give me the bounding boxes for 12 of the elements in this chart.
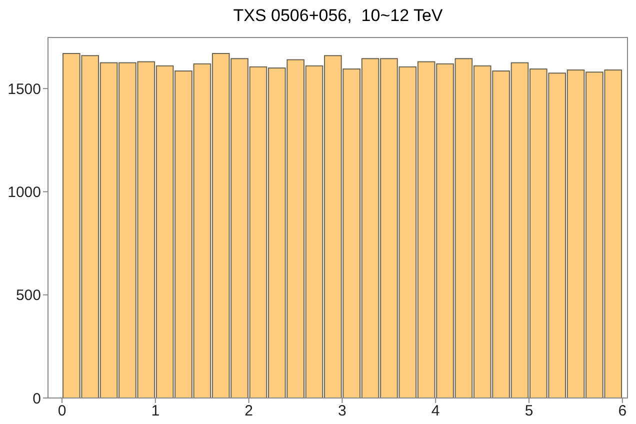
x-tick-label: 2 (244, 402, 253, 420)
x-tick-label: 5 (524, 402, 534, 420)
x-tick-label: 3 (338, 402, 346, 420)
y-tick-label: 500 (16, 287, 41, 304)
y-tick-label: 1500 (8, 80, 41, 98)
x-tick-label: 1 (151, 402, 160, 420)
y-tick-label: 1000 (8, 184, 41, 202)
x-tick-label: 6 (618, 402, 627, 420)
chart-title: TXS 0506+056, 10~12 TeV (232, 6, 444, 26)
x-tick-label: 4 (431, 402, 440, 420)
y-tick-label: 0 (32, 390, 41, 408)
x-tick-label: 0 (58, 402, 66, 420)
